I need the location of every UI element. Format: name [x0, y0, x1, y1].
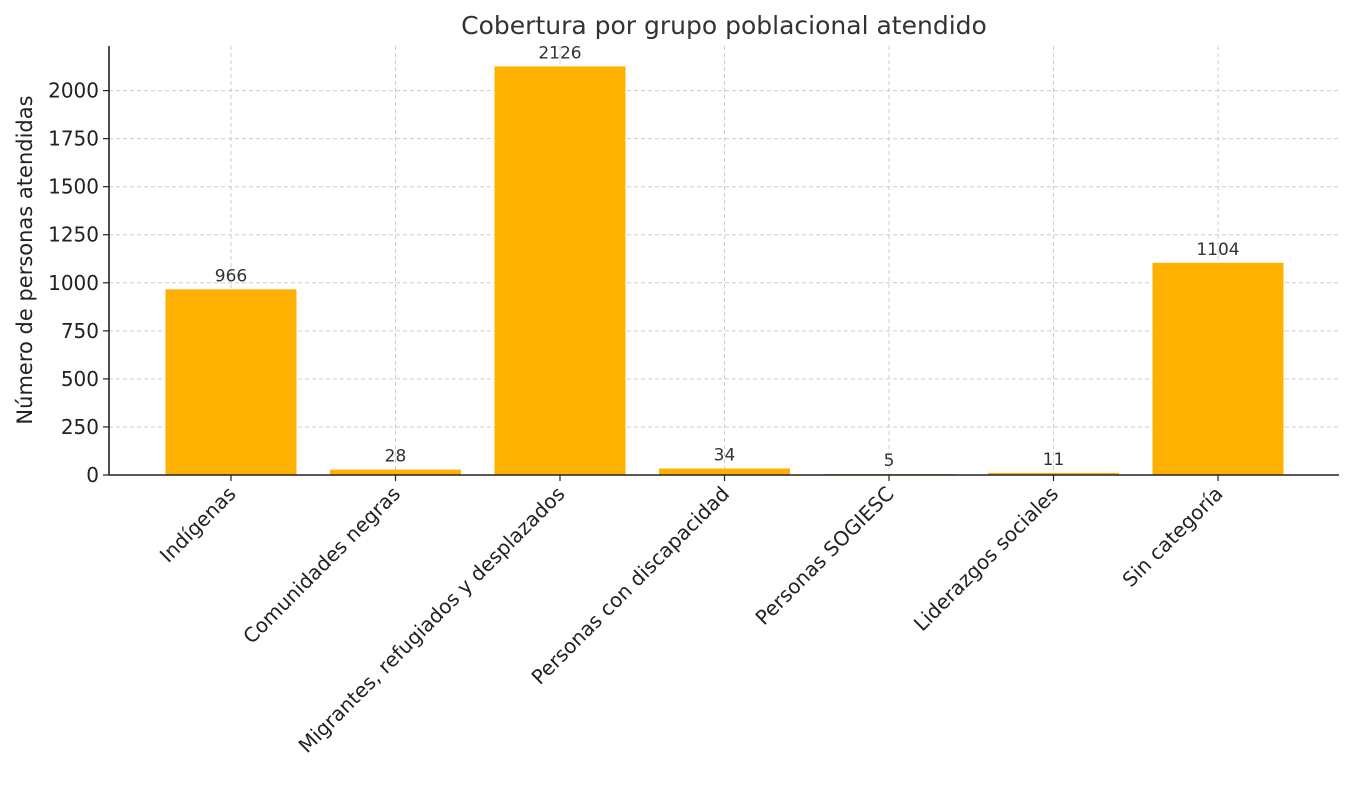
x-tick-label: Migrantes, refugiados y desplazados: [294, 482, 570, 758]
data-label: 2126: [538, 43, 581, 63]
bar: [988, 472, 1119, 475]
data-label: 34: [714, 445, 736, 465]
data-label: 11: [1043, 450, 1065, 470]
bars: [165, 66, 1284, 475]
y-tick-label: 1500: [48, 175, 99, 199]
x-tick-label: Comunidades negras: [238, 482, 405, 649]
data-label: 1104: [1196, 240, 1239, 260]
y-tick-label: 1250: [48, 223, 99, 247]
data-label: 966: [215, 266, 247, 286]
bar: [330, 469, 461, 475]
bar: [659, 468, 790, 475]
bar: [165, 289, 297, 475]
y-axis-label: Número de personas atendidas: [13, 95, 37, 424]
data-label: 28: [385, 447, 407, 467]
data-label: 5: [884, 451, 895, 471]
data-labels: 966 28 2126 34 5 11 1104: [215, 43, 1240, 471]
y-tick-label: 500: [61, 367, 99, 391]
bar: [1152, 262, 1284, 475]
x-tick-label: Personas SOGIESC: [750, 482, 898, 630]
y-tick-label: 750: [61, 319, 99, 343]
x-tick-label: Indígenas: [155, 482, 241, 568]
x-tick-label: Liderazgos sociales: [909, 482, 1063, 636]
y-tick-label: 250: [61, 415, 99, 439]
x-tick-label: Personas con discapacidad: [526, 482, 734, 690]
x-tick-label: Sin categoría: [1117, 482, 1227, 592]
grid-lines: [109, 46, 1339, 476]
y-ticks: 0 250 500 750 1000 1250 1500 1750 2000: [48, 79, 109, 487]
chart-title: Cobertura por grupo poblacional atendido: [461, 11, 987, 40]
y-tick-label: 1750: [48, 127, 99, 151]
y-tick-label: 0: [86, 463, 99, 487]
y-tick-label: 2000: [48, 79, 99, 103]
y-tick-label: 1000: [48, 271, 99, 295]
bar: [494, 66, 626, 475]
